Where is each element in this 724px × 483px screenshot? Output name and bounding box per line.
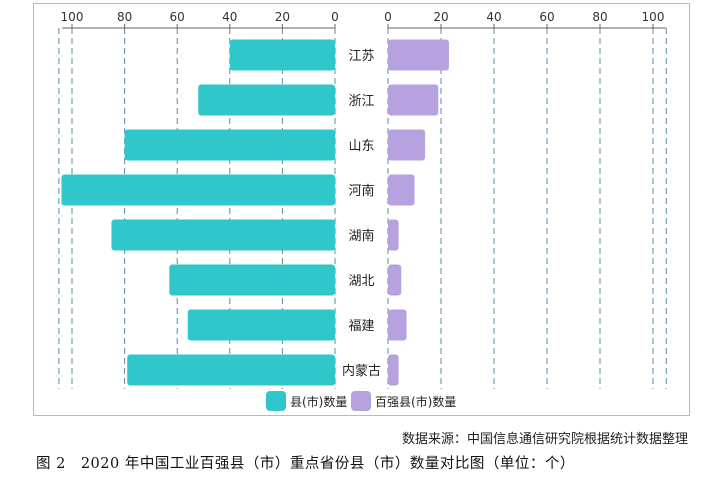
left-tick-label: 0 <box>331 10 339 24</box>
left-tick-label: 100 <box>61 10 84 24</box>
grid-lines <box>58 28 667 389</box>
chart-frame: 100 80 60 40 20 0 0 20 40 60 80 100 江苏浙江山东河南湖南湖北福建… <box>33 3 690 416</box>
category-label: 山东 <box>348 139 374 154</box>
county-count-bar <box>187 309 335 341</box>
legend-label-county: 县(市)数量 <box>290 394 347 409</box>
left-tick-label: 40 <box>222 10 237 24</box>
top100-county-bar <box>388 84 439 116</box>
top100-county-bar <box>388 39 449 71</box>
category-label: 福建 <box>348 319 374 334</box>
top100-county-bar <box>388 354 399 386</box>
top100-county-series <box>388 39 449 386</box>
county-count-bar <box>127 354 335 386</box>
county-count-bar <box>61 174 335 206</box>
legend-label-top100: 百强县(市)数量 <box>375 394 456 409</box>
top100-county-bar <box>388 219 399 251</box>
category-label: 湖北 <box>348 274 374 289</box>
right-tick-label: 40 <box>486 10 501 24</box>
butterfly-bar-chart: 100 80 60 40 20 0 0 20 40 60 80 100 江苏浙江山东河南湖南湖北福建… <box>58 10 667 411</box>
county-count-bar <box>111 219 335 251</box>
data-source-note: 数据来源：中国信息通信研究院根据统计数据整理 <box>401 432 688 447</box>
left-axis: 100 80 60 40 20 0 <box>61 10 339 29</box>
top100-county-bar <box>388 264 402 296</box>
left-tick-label: 60 <box>170 10 185 24</box>
category-label: 河南 <box>348 183 374 199</box>
county-count-bar <box>169 264 335 296</box>
category-label: 湖南 <box>348 228 374 244</box>
county-count-bar <box>124 129 335 161</box>
category-label: 江苏 <box>348 48 374 64</box>
top100-county-bar <box>388 174 415 206</box>
category-label: 内蒙古 <box>342 363 381 379</box>
county-count-bar <box>229 39 335 71</box>
legend-swatch-county <box>266 391 286 411</box>
legend-swatch-top100 <box>351 391 371 411</box>
category-label: 浙江 <box>348 94 374 109</box>
top100-county-bar <box>388 309 407 341</box>
right-tick-label: 80 <box>592 10 607 24</box>
county-count-series <box>61 39 335 386</box>
county-count-bar <box>198 84 335 116</box>
left-tick-label: 80 <box>117 10 132 24</box>
top100-county-bar <box>388 129 426 161</box>
right-tick-label: 20 <box>433 10 448 24</box>
chart-legend: 县(市)数量 百强县(市)数量 <box>266 391 456 411</box>
right-tick-label: 100 <box>642 10 665 24</box>
left-tick-label: 20 <box>275 10 290 24</box>
right-tick-label: 0 <box>384 10 392 24</box>
figure-caption: 图 2 2020 年中国工业百强县（市）重点省份县（市）数量对比图（单位：个） <box>36 456 575 472</box>
right-tick-label: 60 <box>539 10 554 24</box>
right-axis: 0 20 40 60 80 100 <box>384 10 666 29</box>
